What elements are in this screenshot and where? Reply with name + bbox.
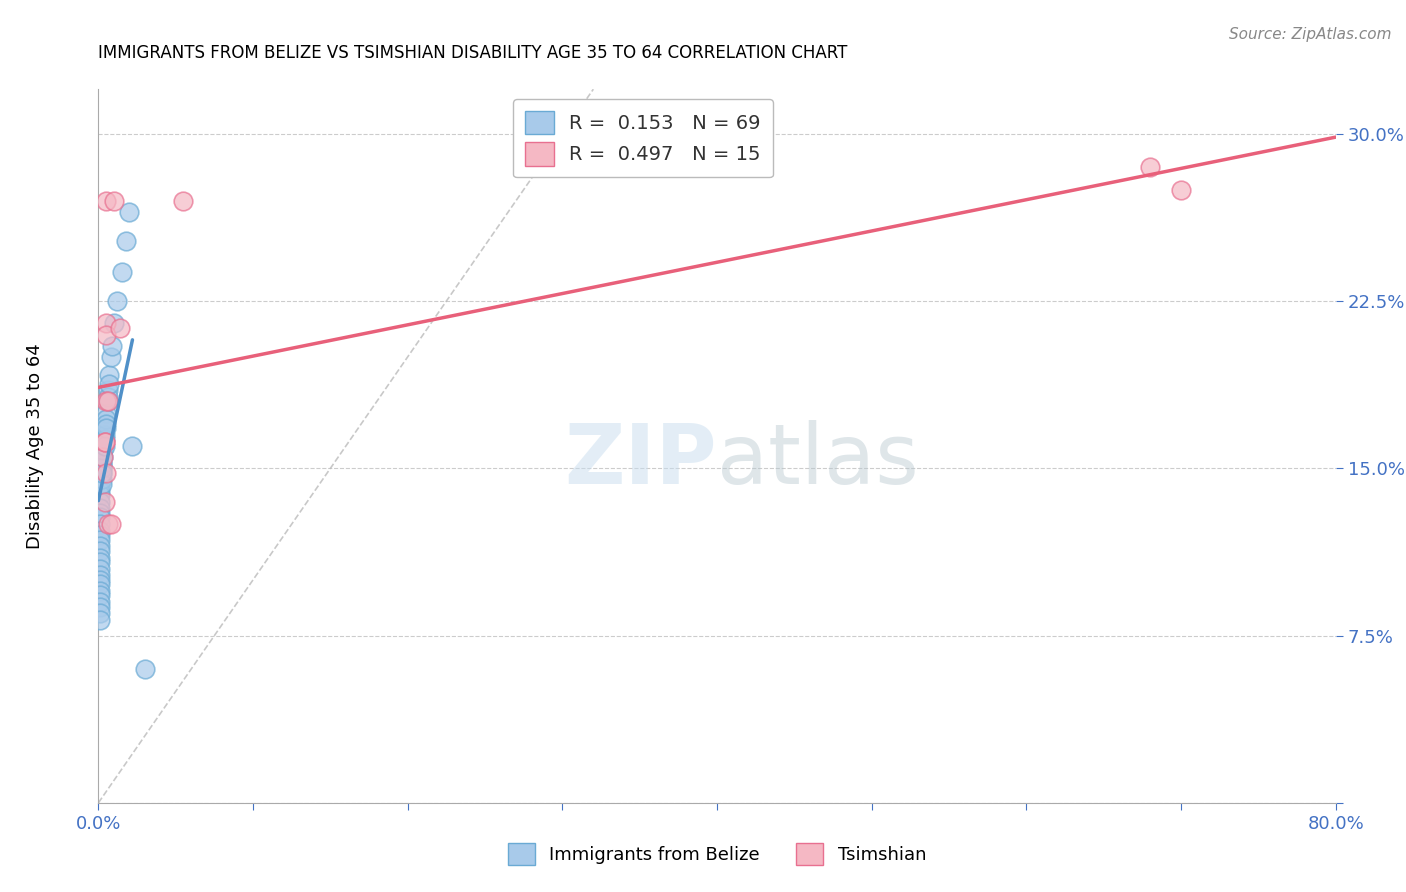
Point bbox=[134, 662, 156, 676]
Point bbox=[89, 599, 111, 614]
Point bbox=[90, 466, 112, 480]
Point bbox=[93, 434, 115, 449]
Point bbox=[103, 317, 125, 331]
Point bbox=[90, 439, 112, 453]
Point bbox=[89, 483, 111, 498]
Point bbox=[97, 394, 120, 409]
Point bbox=[96, 412, 118, 426]
Point bbox=[93, 421, 115, 435]
Point bbox=[90, 473, 112, 487]
Point bbox=[89, 524, 111, 538]
Point bbox=[172, 194, 194, 208]
Point bbox=[89, 543, 111, 558]
Point bbox=[89, 457, 111, 471]
Point bbox=[89, 577, 111, 591]
Point bbox=[89, 583, 111, 598]
Point bbox=[89, 517, 111, 532]
Point bbox=[93, 439, 115, 453]
Point bbox=[89, 573, 111, 587]
Point bbox=[90, 466, 112, 480]
Point bbox=[93, 433, 115, 447]
Point bbox=[96, 466, 118, 480]
Point bbox=[89, 550, 111, 565]
Point bbox=[90, 443, 112, 458]
Text: ZIP: ZIP bbox=[565, 420, 717, 500]
Legend: Immigrants from Belize, Tsimshian: Immigrants from Belize, Tsimshian bbox=[501, 836, 934, 872]
Point bbox=[89, 510, 111, 524]
Point bbox=[101, 338, 124, 352]
Point bbox=[90, 461, 112, 475]
Point bbox=[1170, 182, 1192, 196]
Point bbox=[105, 293, 128, 308]
Point bbox=[108, 320, 131, 334]
Text: Source: ZipAtlas.com: Source: ZipAtlas.com bbox=[1229, 27, 1392, 42]
Point bbox=[1139, 161, 1161, 175]
Point bbox=[89, 555, 111, 569]
Point bbox=[90, 476, 112, 491]
Point bbox=[90, 457, 112, 471]
Text: IMMIGRANTS FROM BELIZE VS TSIMSHIAN DISABILITY AGE 35 TO 64 CORRELATION CHART: IMMIGRANTS FROM BELIZE VS TSIMSHIAN DISA… bbox=[98, 45, 848, 62]
Point bbox=[97, 390, 120, 404]
Point bbox=[98, 368, 121, 382]
Point bbox=[89, 476, 111, 491]
Point bbox=[90, 461, 112, 475]
Point bbox=[91, 427, 114, 442]
Point bbox=[91, 450, 114, 465]
Point bbox=[91, 433, 114, 447]
Point bbox=[96, 394, 118, 409]
Point bbox=[89, 595, 111, 609]
Point bbox=[89, 533, 111, 547]
Point bbox=[111, 265, 132, 279]
Point bbox=[121, 439, 143, 453]
Point bbox=[96, 194, 118, 208]
Point bbox=[89, 562, 111, 576]
Text: Disability Age 35 to 64: Disability Age 35 to 64 bbox=[27, 343, 44, 549]
Point bbox=[89, 589, 111, 603]
Point bbox=[97, 384, 120, 398]
Point bbox=[115, 234, 138, 248]
Point bbox=[89, 613, 111, 627]
Point bbox=[89, 494, 111, 508]
Point bbox=[89, 488, 111, 502]
Point bbox=[89, 466, 111, 480]
Point bbox=[91, 443, 114, 458]
Point bbox=[96, 317, 118, 331]
Point bbox=[100, 517, 122, 532]
Point bbox=[93, 427, 115, 442]
Point bbox=[90, 450, 112, 465]
Point bbox=[91, 450, 114, 465]
Point bbox=[93, 434, 115, 449]
Point bbox=[89, 528, 111, 542]
Point bbox=[118, 204, 141, 219]
Point bbox=[89, 568, 111, 582]
Point bbox=[96, 421, 118, 435]
Point bbox=[91, 439, 114, 453]
Point bbox=[93, 494, 115, 508]
Point bbox=[97, 517, 120, 532]
Point bbox=[90, 457, 112, 471]
Point bbox=[89, 506, 111, 520]
Point bbox=[98, 376, 121, 391]
Text: atlas: atlas bbox=[717, 420, 918, 500]
Point bbox=[103, 194, 125, 208]
Point bbox=[100, 350, 122, 364]
Point bbox=[89, 539, 111, 553]
Point bbox=[96, 417, 118, 431]
Point bbox=[97, 394, 120, 409]
Point bbox=[96, 327, 118, 342]
Point bbox=[89, 450, 111, 465]
Point bbox=[89, 461, 111, 475]
Point bbox=[96, 405, 118, 420]
Point bbox=[89, 473, 111, 487]
Point bbox=[89, 501, 111, 516]
Point bbox=[89, 607, 111, 621]
Point bbox=[90, 450, 112, 465]
